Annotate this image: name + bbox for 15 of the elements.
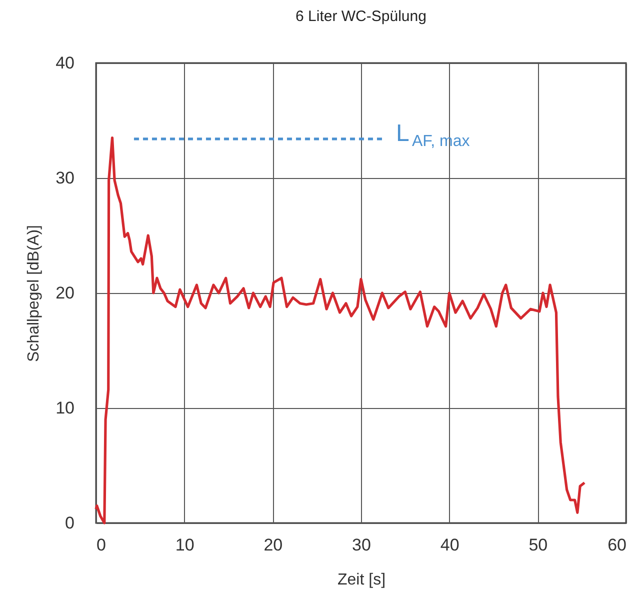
- y-tick-label: 30: [56, 168, 74, 188]
- chart-title: 6 Liter WC-Spülung: [296, 8, 426, 25]
- y-tick-label: 40: [56, 54, 74, 72]
- y-tick-label: 0: [65, 514, 74, 532]
- x-tick-label: 20: [264, 536, 283, 554]
- x-tick-label: 50: [528, 536, 548, 554]
- x-axis-title: Zeit [s]: [337, 572, 386, 588]
- y-axis-title: Schallpegel [dB(A)]: [26, 225, 43, 362]
- x-tick-label: 40: [440, 536, 460, 554]
- x-tick-label: 0: [96, 536, 106, 554]
- y-tick-label: 20: [56, 284, 74, 302]
- x-tick-label: 30: [352, 536, 371, 554]
- x-tick-label: 10: [175, 536, 194, 554]
- x-tick-label: 60: [608, 536, 626, 554]
- y-tick-label: 10: [56, 398, 74, 418]
